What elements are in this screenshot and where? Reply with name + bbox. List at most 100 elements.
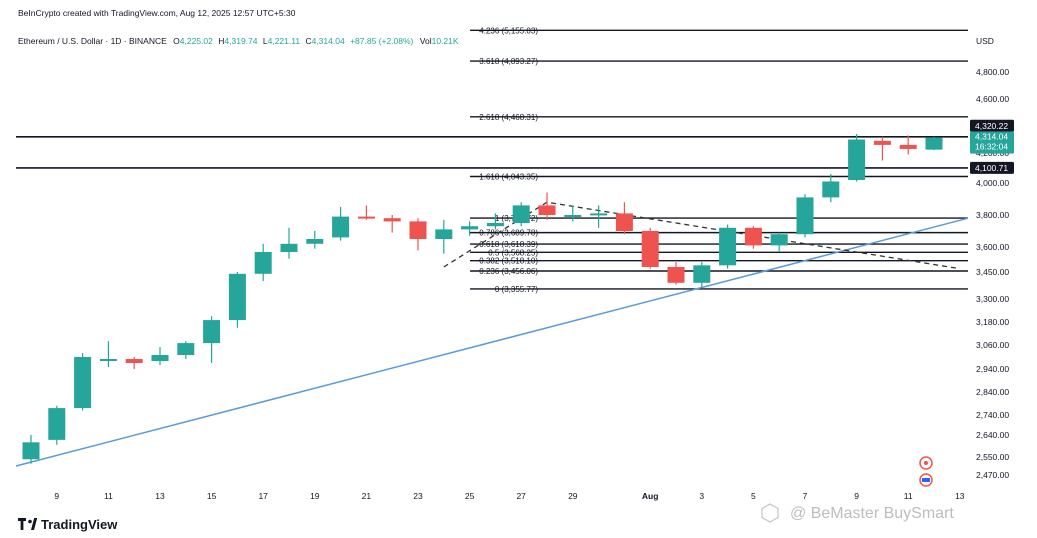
- fib-level-label: 2.618 (4,468.31): [479, 113, 538, 122]
- last-price-tag-label: 4,314.04: [975, 132, 1008, 142]
- logo-icon-dot: [28, 519, 32, 524]
- candle-body: [383, 218, 401, 222]
- close-value: 4,314.04: [312, 36, 345, 46]
- candle-body: [99, 359, 117, 361]
- candle[interactable]: [744, 226, 762, 249]
- candle-body: [461, 226, 479, 230]
- candle-body: [512, 205, 530, 223]
- candle-body: [667, 267, 685, 283]
- x-tick-label: 23: [413, 491, 423, 501]
- candle[interactable]: [22, 435, 40, 464]
- candle[interactable]: [822, 174, 840, 203]
- logo-icon: [18, 518, 26, 530]
- candle[interactable]: [151, 347, 169, 365]
- fib-level-label: 0.618 (3,618.39): [479, 240, 538, 249]
- candle-body: [564, 215, 582, 217]
- candle-body: [615, 213, 633, 231]
- candle-body: [590, 213, 608, 216]
- tradingview-logo[interactable]: TradingView: [18, 517, 118, 532]
- high-value: 4,319.74: [224, 36, 257, 46]
- x-tick-label: 9: [854, 491, 859, 501]
- candle-body: [254, 252, 272, 274]
- candle-body: [48, 408, 66, 440]
- candle[interactable]: [512, 202, 530, 227]
- candle[interactable]: [280, 227, 298, 259]
- candle[interactable]: [203, 316, 221, 363]
- candle[interactable]: [796, 194, 814, 238]
- x-tick-label: Aug: [642, 491, 659, 501]
- candle[interactable]: [48, 405, 66, 445]
- candle[interactable]: [486, 213, 504, 230]
- horizontal-levels: [16, 135, 968, 169]
- candle[interactable]: [99, 341, 117, 367]
- fib-level-label: 0.236 (3,456.06): [479, 267, 538, 276]
- candle[interactable]: [125, 357, 143, 369]
- support-tag-label: 4,100.71: [975, 163, 1008, 173]
- candle[interactable]: [461, 221, 479, 236]
- candle-body: [719, 227, 737, 266]
- x-tick-label: 13: [955, 491, 965, 501]
- candle-body: [822, 181, 840, 198]
- candle-body: [125, 359, 143, 363]
- y-tick-label: 2,640.00: [976, 430, 1009, 440]
- y-tick-label: 3,600.00: [976, 242, 1009, 252]
- candle-body: [796, 197, 814, 235]
- candle[interactable]: [74, 353, 92, 411]
- candle[interactable]: [719, 224, 737, 269]
- chart-credit: BeInCrypto created with TradingView.com,…: [18, 8, 296, 18]
- x-tick-label: 3: [699, 491, 704, 501]
- fibonacci-levels: 4.236 (5,155.03) 3.618 (4,893.27) 2.618 (4…: [470, 26, 968, 294]
- x-tick-label: 17: [258, 491, 268, 501]
- x-tick-label: 19: [310, 491, 320, 501]
- change-value: +87.85 (+2.08%): [350, 36, 413, 46]
- time-axis[interactable]: 9 11 13 15 17 19 21 23 25 27 29 Aug 3 5 7 9 11 13: [54, 491, 964, 501]
- candle[interactable]: [409, 218, 427, 251]
- candle[interactable]: [693, 262, 711, 289]
- candle[interactable]: [899, 135, 917, 155]
- currency-label: USD: [976, 36, 994, 46]
- candle[interactable]: [848, 134, 866, 182]
- candle[interactable]: [641, 227, 659, 269]
- x-tick-label: 29: [568, 491, 578, 501]
- ohlc-header: Ethereum / U.S. Dollar · 1D · BINANCE O4…: [18, 36, 459, 46]
- candle[interactable]: [770, 232, 788, 252]
- candle[interactable]: [228, 272, 246, 328]
- resistance-tag-box: [970, 119, 1014, 132]
- fib-level-label: 0.786 (3,689.78): [479, 229, 538, 238]
- fib-level-label: 3.618 (4,893.27): [479, 57, 538, 66]
- candle[interactable]: [357, 205, 375, 220]
- candle[interactable]: [564, 205, 582, 222]
- candle[interactable]: [667, 262, 685, 285]
- candle[interactable]: [383, 215, 401, 233]
- fib-level-label: 4.236 (5,155.03): [479, 26, 538, 35]
- candle-body: [177, 343, 195, 355]
- x-tick-label: 27: [516, 491, 526, 501]
- candle[interactable]: [177, 341, 195, 359]
- candle[interactable]: [435, 219, 453, 254]
- candle-body: [925, 137, 943, 150]
- candle[interactable]: [615, 202, 633, 235]
- indicator-icons[interactable]: [919, 456, 933, 487]
- candle[interactable]: [873, 136, 891, 161]
- x-tick-label: 5: [751, 491, 756, 501]
- candle-body: [899, 144, 917, 149]
- price-axis[interactable]: 2,470.00 2,550.00 2,640.00 2,740.00 2,840.00…: [976, 67, 1009, 480]
- candle-body: [744, 227, 762, 246]
- x-tick-label: 11: [904, 491, 913, 501]
- candle[interactable]: [925, 136, 943, 151]
- y-tick-label: 3,800.00: [976, 210, 1009, 220]
- logo-icon-slash: [31, 518, 38, 530]
- candle[interactable]: [590, 205, 608, 228]
- open-value: 4,225.02: [180, 36, 213, 46]
- fib-level-label: 0.382 (3,518.10): [479, 257, 538, 266]
- candle[interactable]: [254, 243, 272, 281]
- candle[interactable]: [306, 231, 324, 249]
- watermark-text: @ BeMaster BuySmart: [790, 505, 954, 522]
- candle[interactable]: [332, 207, 350, 241]
- candle[interactable]: [538, 192, 556, 220]
- candle-body: [228, 273, 246, 321]
- flag-icon-stripe: [922, 478, 930, 482]
- y-tick-label: 2,550.00: [976, 452, 1009, 462]
